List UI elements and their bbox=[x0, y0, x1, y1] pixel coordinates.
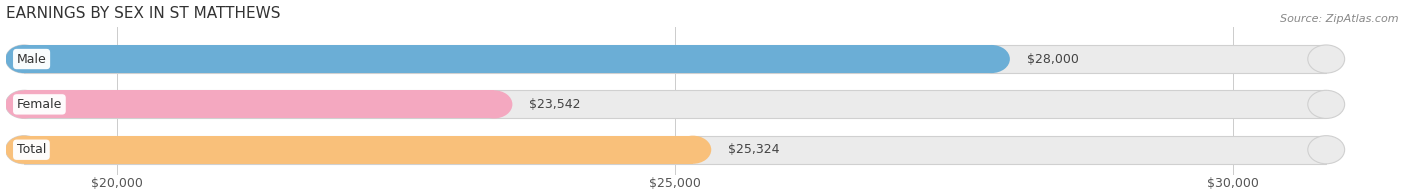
Text: Total: Total bbox=[17, 143, 46, 156]
Bar bbox=[24, 90, 1326, 118]
Bar bbox=[24, 136, 1326, 164]
Ellipse shape bbox=[6, 90, 42, 118]
Ellipse shape bbox=[6, 136, 42, 164]
Ellipse shape bbox=[675, 136, 711, 164]
Ellipse shape bbox=[475, 90, 512, 118]
Ellipse shape bbox=[1308, 45, 1344, 73]
Ellipse shape bbox=[973, 45, 1010, 73]
Ellipse shape bbox=[1308, 136, 1344, 164]
Ellipse shape bbox=[6, 45, 42, 73]
Bar bbox=[24, 90, 494, 118]
Text: $25,324: $25,324 bbox=[728, 143, 779, 156]
Text: Male: Male bbox=[17, 53, 46, 65]
Bar bbox=[24, 136, 693, 164]
Text: Source: ZipAtlas.com: Source: ZipAtlas.com bbox=[1281, 14, 1399, 24]
Text: $23,542: $23,542 bbox=[529, 98, 581, 111]
Ellipse shape bbox=[6, 45, 42, 73]
Text: EARNINGS BY SEX IN ST MATTHEWS: EARNINGS BY SEX IN ST MATTHEWS bbox=[6, 5, 280, 21]
Ellipse shape bbox=[6, 90, 42, 118]
Ellipse shape bbox=[6, 136, 42, 164]
Ellipse shape bbox=[1308, 90, 1344, 118]
Bar bbox=[24, 45, 991, 73]
Bar bbox=[24, 45, 1326, 73]
Text: Female: Female bbox=[17, 98, 62, 111]
Text: $28,000: $28,000 bbox=[1026, 53, 1078, 65]
